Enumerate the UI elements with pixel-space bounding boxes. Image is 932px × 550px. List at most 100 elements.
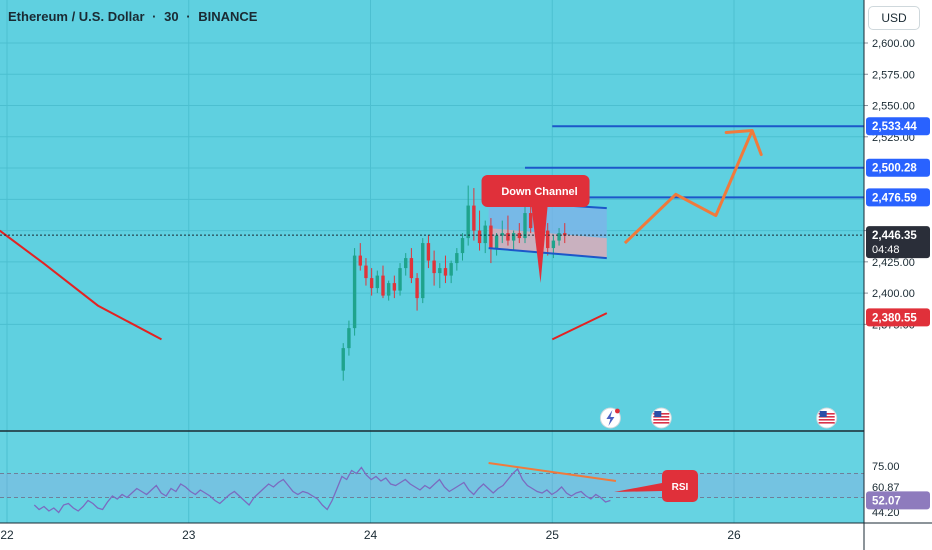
candle-body — [551, 240, 556, 249]
ma-line-lower — [551, 312, 608, 341]
price-pane[interactable]: Down Channel — [0, 125, 864, 381]
rsi-tick-label: 75.00 — [872, 461, 900, 473]
time-axis-background — [0, 523, 864, 550]
channel-upper-fill — [488, 200, 607, 239]
event-dot — [615, 408, 620, 414]
rsi-pane[interactable] — [0, 462, 864, 514]
price-tag-bg — [866, 188, 930, 207]
candle-body — [415, 278, 419, 299]
rsi-value-tag[interactable]: 52.07 — [866, 491, 930, 510]
candle-body — [506, 233, 510, 241]
price-tag-label: 2,500.28 — [872, 163, 917, 175]
lightning-event-icon[interactable] — [599, 407, 621, 429]
time-tick-label: 24 — [364, 528, 378, 542]
candle-body — [523, 213, 527, 239]
candle-body — [404, 258, 408, 269]
rsi-band-fill — [0, 473, 864, 498]
price-tag-label: 2,476.59 — [872, 192, 917, 204]
level-price-tag[interactable]: 2,476.59 — [866, 188, 930, 207]
flag-canton — [654, 411, 662, 417]
candle-body — [386, 283, 391, 296]
callout-shape — [481, 175, 590, 283]
candle-body — [341, 348, 345, 371]
price-tag-label: 2,446.35 — [872, 230, 917, 242]
projection-path[interactable] — [623, 129, 754, 245]
candle-body — [426, 243, 431, 261]
price-tag-bg — [866, 158, 930, 177]
price-tag-label: 52.07 — [872, 495, 901, 507]
candle-body — [483, 225, 487, 244]
flag-stripe — [818, 422, 835, 424]
candle-body — [421, 243, 425, 299]
candle-body — [398, 268, 402, 291]
exchange-name: BINANCE — [198, 9, 258, 24]
level-price-tag[interactable]: 2,533.44 — [866, 117, 930, 136]
price-tag-bg — [866, 117, 930, 136]
flag-stripe — [653, 419, 670, 421]
candle-body — [438, 268, 442, 274]
candle-body — [381, 275, 385, 296]
ma-line — [0, 229, 162, 341]
price-tag-bg — [866, 226, 930, 259]
rsi-ma-label: 60.87 — [872, 482, 900, 494]
candle-body — [546, 230, 550, 249]
candle-body — [375, 275, 380, 289]
currency-button[interactable]: USD — [868, 6, 920, 30]
candle-body — [489, 225, 493, 249]
rsi-trend-line[interactable] — [488, 462, 617, 482]
down-channel-callout[interactable]: Down Channel — [481, 175, 590, 283]
candle-body — [494, 235, 499, 249]
candle-body — [449, 263, 453, 276]
title-separator: · — [152, 9, 157, 24]
candle-body — [392, 283, 397, 291]
callout-shape — [614, 470, 698, 502]
candle-body — [477, 230, 482, 244]
rsi-tick-label: 44.20 — [872, 507, 900, 519]
rsi-line — [33, 466, 611, 514]
candle-body — [409, 258, 414, 279]
price-tick-label: 2,575.00 — [872, 69, 915, 81]
flag-canton — [819, 411, 827, 417]
candle-body — [557, 233, 561, 241]
interval-label: 30 — [164, 9, 179, 24]
time-axis[interactable]: 22 23 24 25 26 — [0, 522, 932, 550]
last-price-tag[interactable]: 2,446.35 04:48 — [866, 226, 930, 259]
candle-body — [443, 268, 448, 276]
candle-body — [517, 233, 522, 239]
grid — [0, 0, 864, 523]
us-flag-icon[interactable] — [650, 407, 672, 429]
time-tick-label: 23 — [182, 528, 196, 542]
price-tag-label: 2,533.44 — [872, 121, 917, 133]
candle-body — [511, 233, 516, 241]
price-scale[interactable]: 2,600.002,575.002,550.002,525.002,450.00… — [864, 38, 930, 519]
callout-label: RSI — [672, 482, 689, 493]
level-price-tag[interactable]: 2,500.28 — [866, 158, 930, 177]
price-tick-label: 2,425.00 — [872, 257, 915, 269]
price-tag-bg — [866, 308, 930, 327]
flag-stripe — [818, 419, 835, 421]
rsi-pane-background — [0, 431, 864, 523]
price-tag-bg — [866, 491, 930, 510]
rsi-callout[interactable]: RSI — [614, 470, 698, 502]
candle-body — [472, 205, 476, 231]
price-tick-label: 2,400.00 — [872, 288, 915, 300]
candle-body — [347, 328, 351, 349]
candle-body — [460, 238, 465, 254]
candle-body — [500, 233, 504, 236]
candle-body — [466, 205, 470, 239]
time-tick-label: 25 — [546, 528, 560, 542]
channel-lower-line[interactable] — [488, 247, 607, 260]
candle-body — [563, 233, 567, 236]
time-tick-label: 22 — [0, 528, 14, 542]
us-flag-icon[interactable] — [816, 407, 838, 429]
candle-body — [358, 255, 362, 266]
rsi-ma-tag: 60.87 — [872, 482, 900, 494]
ma-price-tag[interactable]: 2,380.55 — [866, 308, 930, 327]
candle-body — [528, 213, 533, 229]
time-tick-label: 26 — [727, 528, 741, 542]
candle-body — [432, 260, 436, 274]
candle-body — [369, 278, 374, 289]
candle-body — [364, 265, 368, 279]
